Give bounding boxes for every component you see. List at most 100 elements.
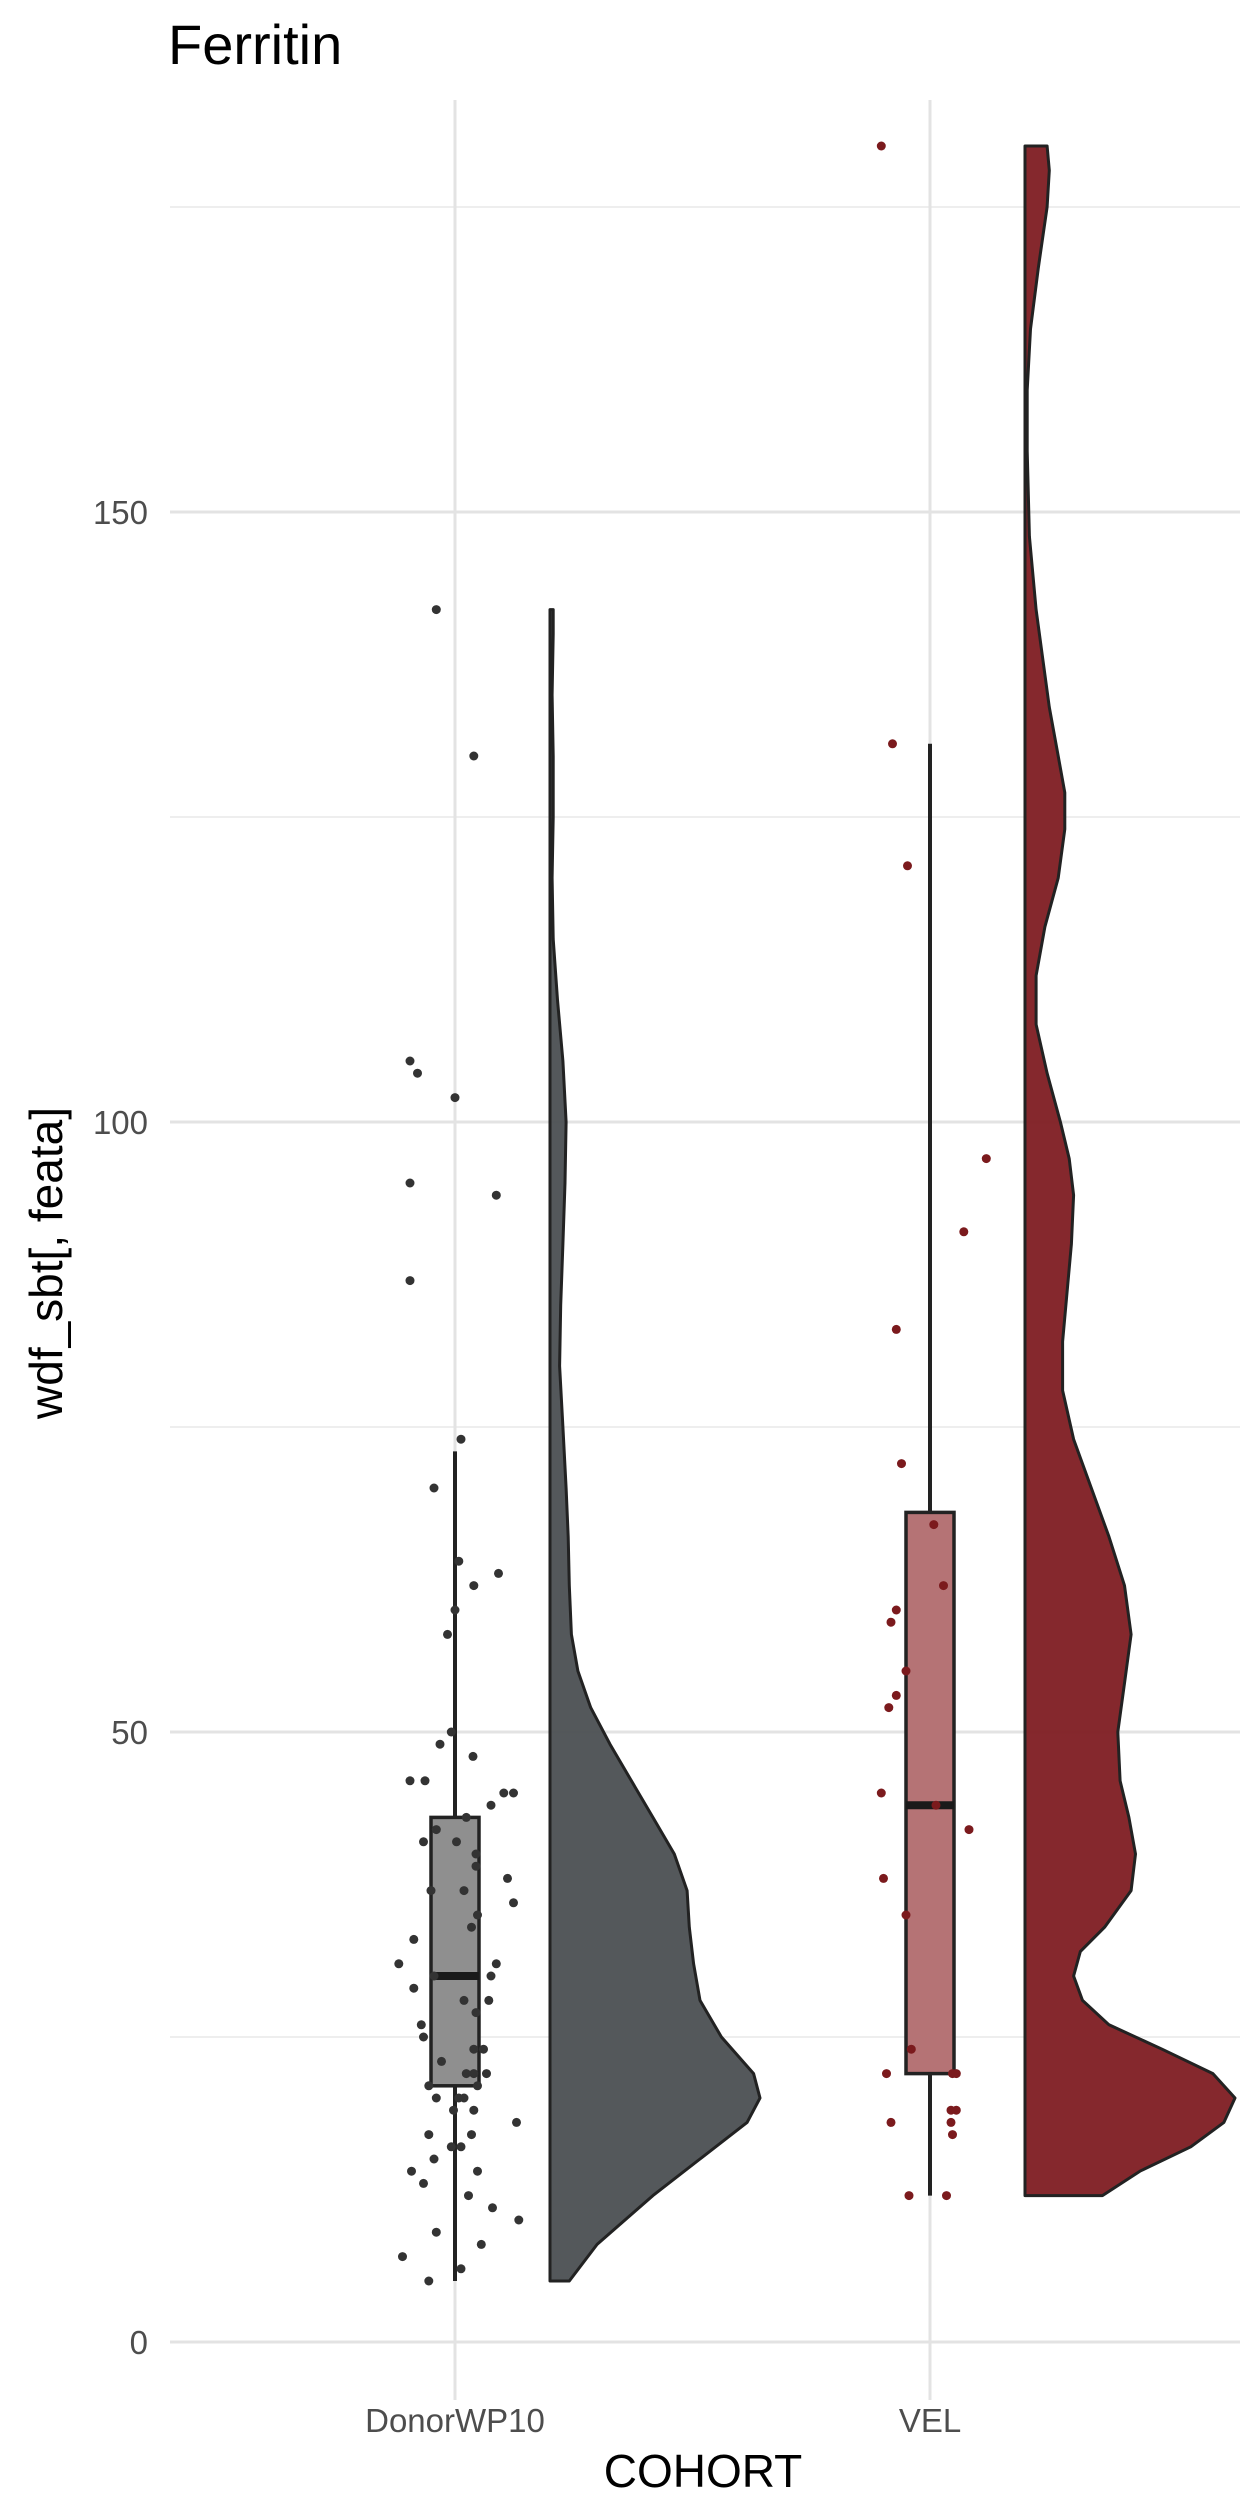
data-point [419, 1837, 428, 1847]
data-point [419, 2032, 428, 2042]
y-axis-title: wdf_sbt[, feata] [20, 1107, 72, 1420]
chart-title: Ferritin [168, 13, 342, 76]
data-point [901, 1666, 911, 1676]
data-point [456, 2142, 466, 2152]
data-point [450, 1605, 460, 1615]
y-tick-label: 150 [93, 494, 148, 531]
data-point [420, 1776, 430, 1786]
data-point [471, 2008, 481, 2018]
data-point [876, 1788, 886, 1798]
data-point [446, 2142, 456, 2152]
data-point [897, 1459, 906, 1469]
data-point [948, 2069, 957, 2079]
data-point [469, 2105, 479, 2115]
data-point [426, 1886, 436, 1896]
y-tick-label: 100 [93, 1104, 148, 1141]
density-cloud [548, 608, 762, 2283]
data-point [884, 1703, 894, 1713]
data-point [469, 751, 479, 761]
data-point [416, 2020, 426, 2030]
density-cloud [1023, 144, 1237, 2198]
data-point [946, 2117, 956, 2127]
data-point [446, 1727, 456, 1737]
data-point [413, 1068, 422, 1078]
x-tick-label: DonorWP10 [365, 2402, 545, 2439]
data-point [491, 1959, 501, 1969]
x-axis-title: COHORT [604, 2445, 803, 2497]
data-point [906, 2044, 916, 2054]
data-point [942, 2191, 951, 2201]
jitter-points [394, 141, 991, 2286]
data-point [482, 2069, 491, 2079]
data-point [469, 2044, 479, 2054]
data-point [456, 2264, 466, 2274]
x-tick-label: VEL [899, 2402, 961, 2439]
data-point [405, 1776, 415, 1786]
data-point [486, 1800, 496, 1810]
data-point [424, 2081, 434, 2091]
box-iqr [904, 1510, 956, 2076]
data-point [464, 2191, 473, 2201]
data-point [503, 1873, 512, 1883]
data-point [405, 1056, 415, 1066]
data-point [473, 2166, 482, 2176]
data-point [473, 2081, 482, 2091]
data-point [479, 2044, 488, 2054]
data-point [431, 605, 441, 615]
data-point [879, 1873, 888, 1883]
data-point [424, 2130, 434, 2140]
data-point [454, 1556, 464, 1566]
data-point [394, 1959, 404, 1969]
data-point [459, 1886, 469, 1896]
data-point [959, 1227, 969, 1237]
data-point [461, 2069, 471, 2079]
data-point [886, 1617, 896, 1627]
data-point [964, 1825, 974, 1835]
data-point [509, 1898, 518, 1908]
data-point [398, 2252, 407, 2262]
data-point [409, 1983, 419, 1993]
data-point [468, 1751, 478, 1761]
data-point [429, 2154, 439, 2164]
data-point [948, 2130, 957, 2140]
data-point [484, 1995, 494, 2005]
data-point [409, 1934, 419, 1944]
data-point [467, 2130, 476, 2140]
data-point [431, 2093, 441, 2103]
data-point [431, 2227, 441, 2237]
data-point [903, 861, 912, 871]
data-point [512, 2117, 521, 2127]
data-point [931, 1800, 941, 1810]
data-point [471, 1861, 481, 1871]
data-point [424, 2276, 434, 2286]
data-point [514, 2215, 524, 2225]
y-tick-label: 0 [130, 2324, 148, 2361]
data-point [456, 1434, 466, 1444]
data-point [494, 1568, 503, 1578]
data-point [876, 141, 886, 151]
data-point [473, 1910, 482, 1920]
data-point [405, 1276, 415, 1286]
data-point [471, 1849, 481, 1859]
data-point [405, 1178, 415, 1188]
data-point [904, 2191, 914, 2201]
data-point [901, 1910, 911, 1920]
data-point [891, 1324, 901, 1334]
x-axis-ticks: DonorWP10 VEL [365, 2402, 961, 2439]
data-point [437, 2056, 446, 2066]
data-point [476, 2239, 486, 2249]
data-point [429, 1483, 439, 1493]
data-point [951, 2105, 961, 2115]
data-point [939, 1581, 948, 1591]
data-point [431, 1825, 441, 1835]
data-point [882, 2069, 891, 2079]
data-point [486, 1971, 496, 1981]
data-point [891, 1690, 901, 1700]
data-point [886, 2117, 896, 2127]
data-point [450, 1093, 460, 1103]
data-point [452, 1837, 461, 1847]
data-point [981, 1154, 991, 1164]
data-point [449, 2105, 458, 2115]
boxplots [429, 743, 956, 2281]
